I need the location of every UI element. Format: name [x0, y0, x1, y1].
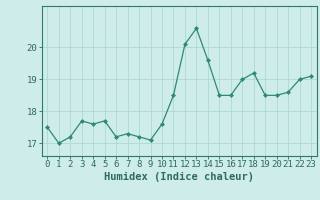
X-axis label: Humidex (Indice chaleur): Humidex (Indice chaleur) — [104, 172, 254, 182]
